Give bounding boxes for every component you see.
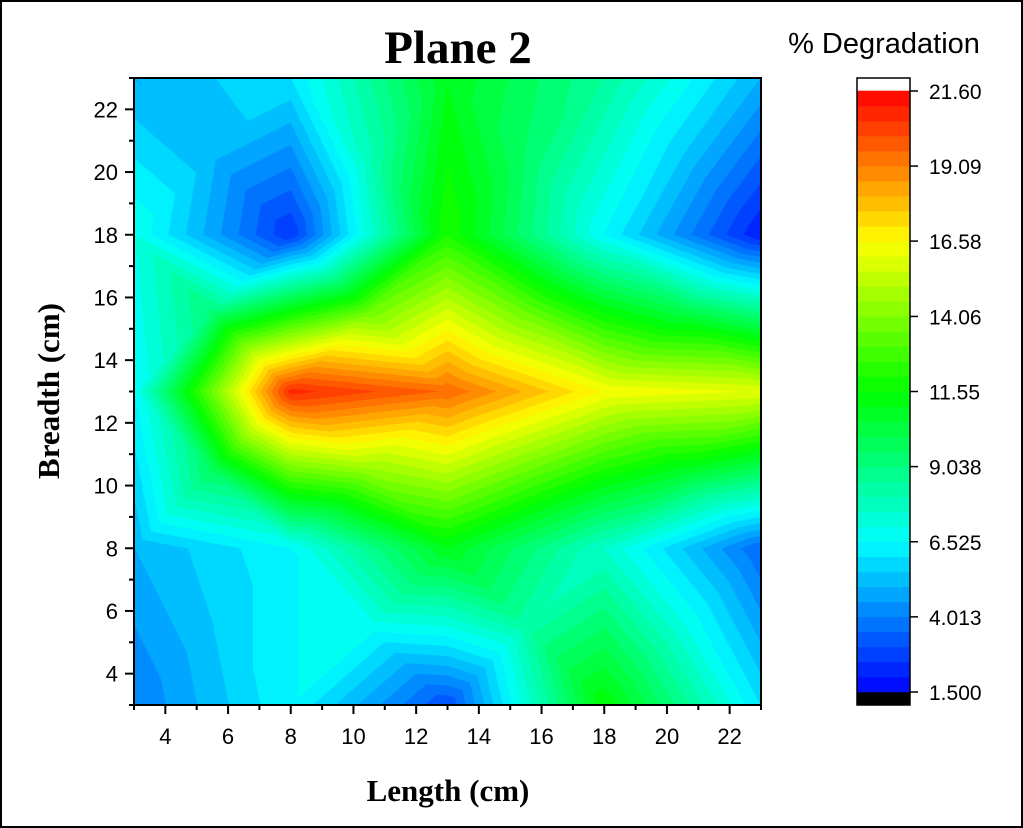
colorbar-band bbox=[857, 631, 910, 648]
colorbar-band bbox=[857, 586, 910, 603]
colorbar-band bbox=[857, 616, 910, 633]
colorbar-band bbox=[857, 331, 910, 347]
colorbar-band bbox=[857, 210, 910, 227]
x-tick-label: 20 bbox=[655, 724, 679, 749]
x-tick-label: 6 bbox=[222, 724, 234, 749]
y-tick-label: 6 bbox=[106, 599, 118, 624]
colorbar-band bbox=[857, 391, 910, 407]
y-tick-label: 10 bbox=[94, 474, 118, 499]
colorbar-band bbox=[857, 255, 910, 272]
colorbar-over-cap bbox=[857, 78, 910, 91]
colorbar-band bbox=[857, 225, 910, 242]
x-axis-label: Length (cm) bbox=[367, 773, 530, 808]
colorbar-band bbox=[857, 451, 910, 467]
colorbar-band bbox=[857, 240, 910, 257]
colorbar-band bbox=[857, 541, 910, 558]
colorbar-title: % Degradation bbox=[788, 28, 980, 60]
x-tick-label: 10 bbox=[341, 724, 365, 749]
y-axis: 4 6 8 10 12 14 16 18 20 22 bbox=[94, 77, 134, 706]
colorbar-band bbox=[857, 135, 910, 152]
colorbar-under-cap bbox=[857, 692, 910, 705]
colorbar-band bbox=[857, 376, 910, 392]
colorbar-band bbox=[857, 646, 910, 663]
colorbar-band bbox=[857, 105, 910, 122]
colorbar-band bbox=[857, 436, 910, 452]
chart-title: Plane 2 bbox=[384, 22, 532, 74]
colorbar-band bbox=[857, 301, 910, 317]
colorbar-band bbox=[857, 90, 910, 107]
colorbar-tick-label: 21.60 bbox=[929, 81, 982, 104]
y-tick-label: 20 bbox=[94, 160, 118, 185]
colorbar-tick-label: 4.013 bbox=[929, 607, 982, 630]
colorbar-band bbox=[857, 601, 910, 618]
y-tick-label: 4 bbox=[106, 662, 118, 687]
y-tick-label: 22 bbox=[94, 97, 118, 122]
colorbar-band bbox=[857, 676, 910, 693]
x-tick-label: 4 bbox=[159, 724, 171, 749]
colorbar-band bbox=[857, 271, 910, 287]
colorbar-band bbox=[857, 316, 910, 332]
colorbar-band bbox=[857, 195, 910, 212]
colorbar-tick-label: 16.58 bbox=[929, 231, 982, 254]
colorbar-band bbox=[857, 466, 910, 482]
colorbar-band bbox=[857, 571, 910, 588]
x-tick-label: 18 bbox=[592, 724, 616, 749]
y-tick-label: 18 bbox=[94, 223, 118, 248]
colorbar-band bbox=[857, 421, 910, 437]
colorbar-tick-label: 19.09 bbox=[929, 156, 982, 179]
colorbar-band bbox=[857, 481, 910, 497]
colorbar-band bbox=[857, 286, 910, 302]
colorbar-band bbox=[857, 526, 910, 543]
colorbar-band bbox=[857, 496, 910, 512]
colorbar-band bbox=[857, 165, 910, 182]
colorbar-band bbox=[857, 120, 910, 137]
colorbar-band bbox=[857, 180, 910, 197]
y-tick-label: 14 bbox=[94, 348, 118, 373]
colorbar-tick-label: 9.038 bbox=[929, 457, 982, 480]
x-axis: 4 6 8 10 12 14 16 18 20 22 bbox=[133, 705, 762, 749]
colorbar-tick-label: 11.55 bbox=[929, 382, 980, 405]
y-tick-label: 8 bbox=[106, 536, 118, 561]
x-tick-label: 16 bbox=[529, 724, 553, 749]
x-tick-label: 12 bbox=[404, 724, 428, 749]
colorbar-band bbox=[857, 150, 910, 167]
x-tick-label: 8 bbox=[285, 724, 297, 749]
colorbar-band bbox=[857, 556, 910, 573]
x-tick-label: 22 bbox=[717, 724, 741, 749]
colorbar-tick-label: 14.06 bbox=[929, 306, 982, 329]
colorbar-tick-label: 1.500 bbox=[929, 682, 982, 705]
y-axis-label: Breadth (cm) bbox=[31, 303, 66, 479]
y-tick-label: 16 bbox=[94, 285, 118, 310]
colorbar-tick-label: 6.525 bbox=[929, 532, 982, 555]
colorbar-band bbox=[857, 406, 910, 422]
contour-band bbox=[287, 388, 316, 395]
contour-fill bbox=[134, 78, 761, 705]
colorbar-band bbox=[857, 511, 910, 528]
colorbar-band bbox=[857, 661, 910, 678]
colorbar: 21.60 19.09 16.58 14.06 11.55 9.038 6.525 4.013… bbox=[856, 77, 982, 706]
y-tick-label: 12 bbox=[94, 411, 118, 436]
colorbar-band bbox=[857, 361, 910, 377]
x-tick-label: 14 bbox=[467, 724, 491, 749]
colorbar-band bbox=[857, 346, 910, 362]
